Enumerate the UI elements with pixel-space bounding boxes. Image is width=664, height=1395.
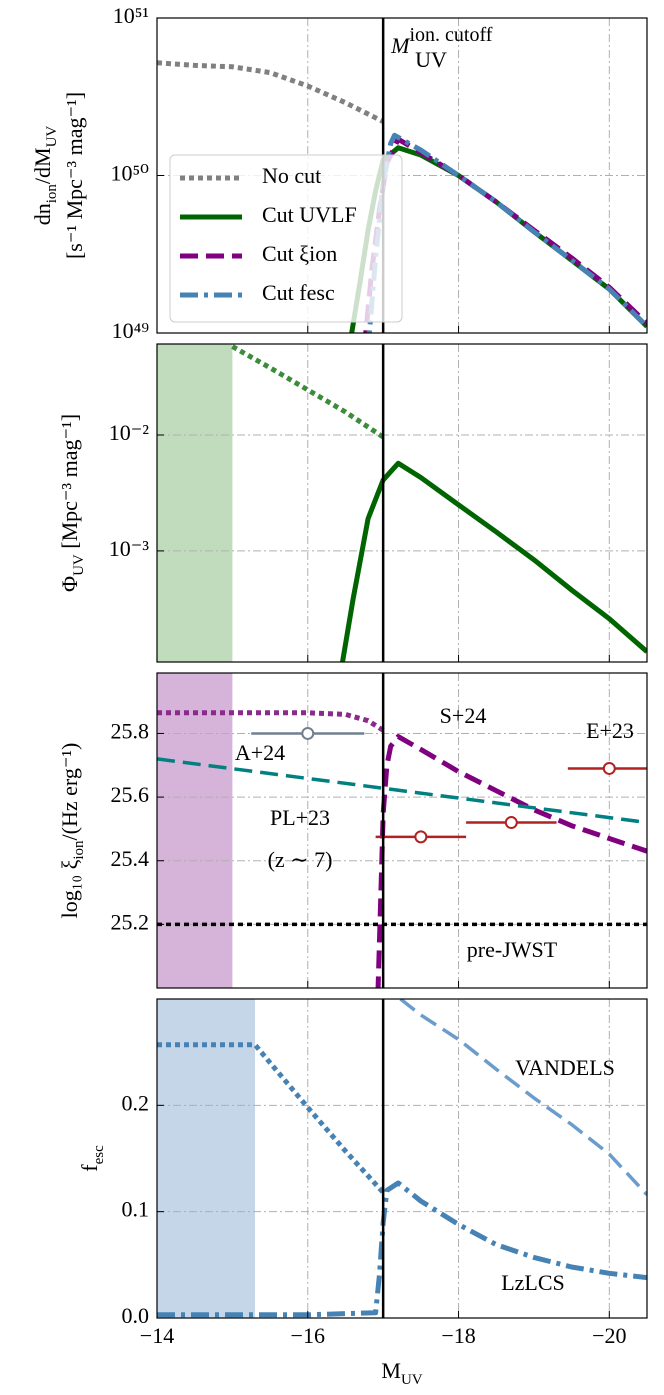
series-line [339, 460, 647, 662]
shaded-region [157, 999, 255, 1318]
x-axis-label: MUV [381, 1358, 422, 1388]
point-label: A+24 [235, 740, 285, 765]
axes-frame [156, 17, 648, 334]
legend-box [169, 154, 403, 323]
y-axis-label-part: ion [44, 184, 60, 204]
y-axis-label: log₁₀ ξion/(Hz erg⁻¹) [57, 743, 87, 919]
data-point [301, 726, 315, 740]
series-line [366, 132, 647, 333]
y-axis-label: dnion/dMUV [30, 126, 60, 226]
series-line [363, 136, 647, 333]
series-line [231, 344, 385, 440]
y-axis-label-part: dn [30, 203, 55, 225]
y-axis-label-part: UV [71, 554, 87, 576]
series-line [375, 734, 647, 988]
annotation: VANDELS [515, 1055, 615, 1080]
cutoff-label-sub: UV [415, 47, 447, 72]
plot-area [157, 673, 647, 988]
legend: No cut Cut UVLF Cut ξion Cut fesc [169, 154, 403, 323]
annotation: LzLCS [501, 1270, 565, 1295]
data-point [504, 816, 518, 830]
y-axis-label: [s⁻¹ Mpc⁻³ mag⁻¹] [62, 92, 87, 259]
y-axis-label: fesc [77, 1145, 107, 1172]
data-point [414, 830, 428, 844]
series-line [157, 710, 385, 733]
annotation: S+24 [440, 703, 487, 728]
annotation: (z ∼ 7) [268, 847, 333, 872]
series-line [157, 1042, 386, 1195]
cutoff-label: Mion. cutoff [390, 24, 493, 58]
axes-frame [156, 998, 648, 1319]
x-tick-label: −18 [441, 1323, 475, 1348]
annotation: pre-JWST [467, 937, 558, 962]
legend-label: Cut ξion [262, 241, 337, 266]
y-tick-label: 10⁵¹ [113, 3, 149, 28]
annotation: PL+23 [270, 805, 330, 830]
series-line [157, 60, 385, 124]
y-tick-label: 0.2 [122, 1090, 150, 1115]
series-line [157, 757, 647, 825]
axes-frame [156, 343, 648, 663]
plot-area [157, 999, 647, 1318]
legend-label: Cut UVLF [262, 202, 357, 227]
y-tick-label: 10⁻² [109, 420, 150, 445]
x-tick-label: −16 [291, 1323, 325, 1348]
series-line [399, 999, 647, 1196]
y-tick-label: 25.6 [111, 782, 150, 807]
legend-label: Cut fesc [262, 280, 335, 305]
y-tick-label: 0.1 [122, 1197, 150, 1222]
cutoff-label-main: M [390, 33, 411, 58]
y-tick-label: 0.0 [122, 1303, 150, 1328]
point-label: E+23 [586, 718, 634, 743]
y-axis-label-part: [s⁻¹ Mpc⁻³ mag⁻¹] [62, 92, 87, 259]
y-axis-label-part: esc [91, 1145, 107, 1164]
axes-frame [156, 672, 648, 989]
x-tick-label: −14 [140, 1323, 174, 1348]
y-tick-label: 10⁻³ [109, 536, 150, 561]
plot-area [157, 344, 647, 662]
y-tick-label: 10⁵⁰ [111, 161, 150, 186]
y-axis-label-part: ion [71, 840, 87, 860]
y-tick-label: 25.4 [111, 846, 150, 871]
y-axis-label-part: Φ [57, 576, 82, 592]
y-tick-label: 10⁴⁹ [112, 318, 150, 343]
y-tick-label: 25.8 [111, 719, 150, 744]
x-tick-label: −20 [592, 1323, 626, 1348]
y-axis-label: ΦUV [Mpc⁻³ mag⁻¹] [57, 414, 87, 592]
y-axis-label-part: /(Hz erg⁻¹) [57, 743, 82, 841]
x-axis-label-part: M [381, 1358, 401, 1383]
y-axis-label-part: UV [44, 126, 60, 148]
y-axis-label-part: log₁₀ ξ [57, 859, 82, 918]
y-axis-label-part: /dM [30, 147, 55, 184]
legend-label: No cut [262, 163, 321, 188]
y-axis-label-part: [Mpc⁻³ mag⁻¹] [57, 414, 82, 554]
x-axis-label-part: UV [401, 1372, 423, 1388]
shaded-region [157, 344, 233, 662]
shaded-region [157, 673, 233, 988]
y-tick-label: 25.2 [111, 909, 150, 934]
data-point [602, 761, 616, 775]
cutoff-label-sup: ion. cutoff [409, 24, 492, 46]
y-axis-label-part: f [77, 1164, 102, 1172]
